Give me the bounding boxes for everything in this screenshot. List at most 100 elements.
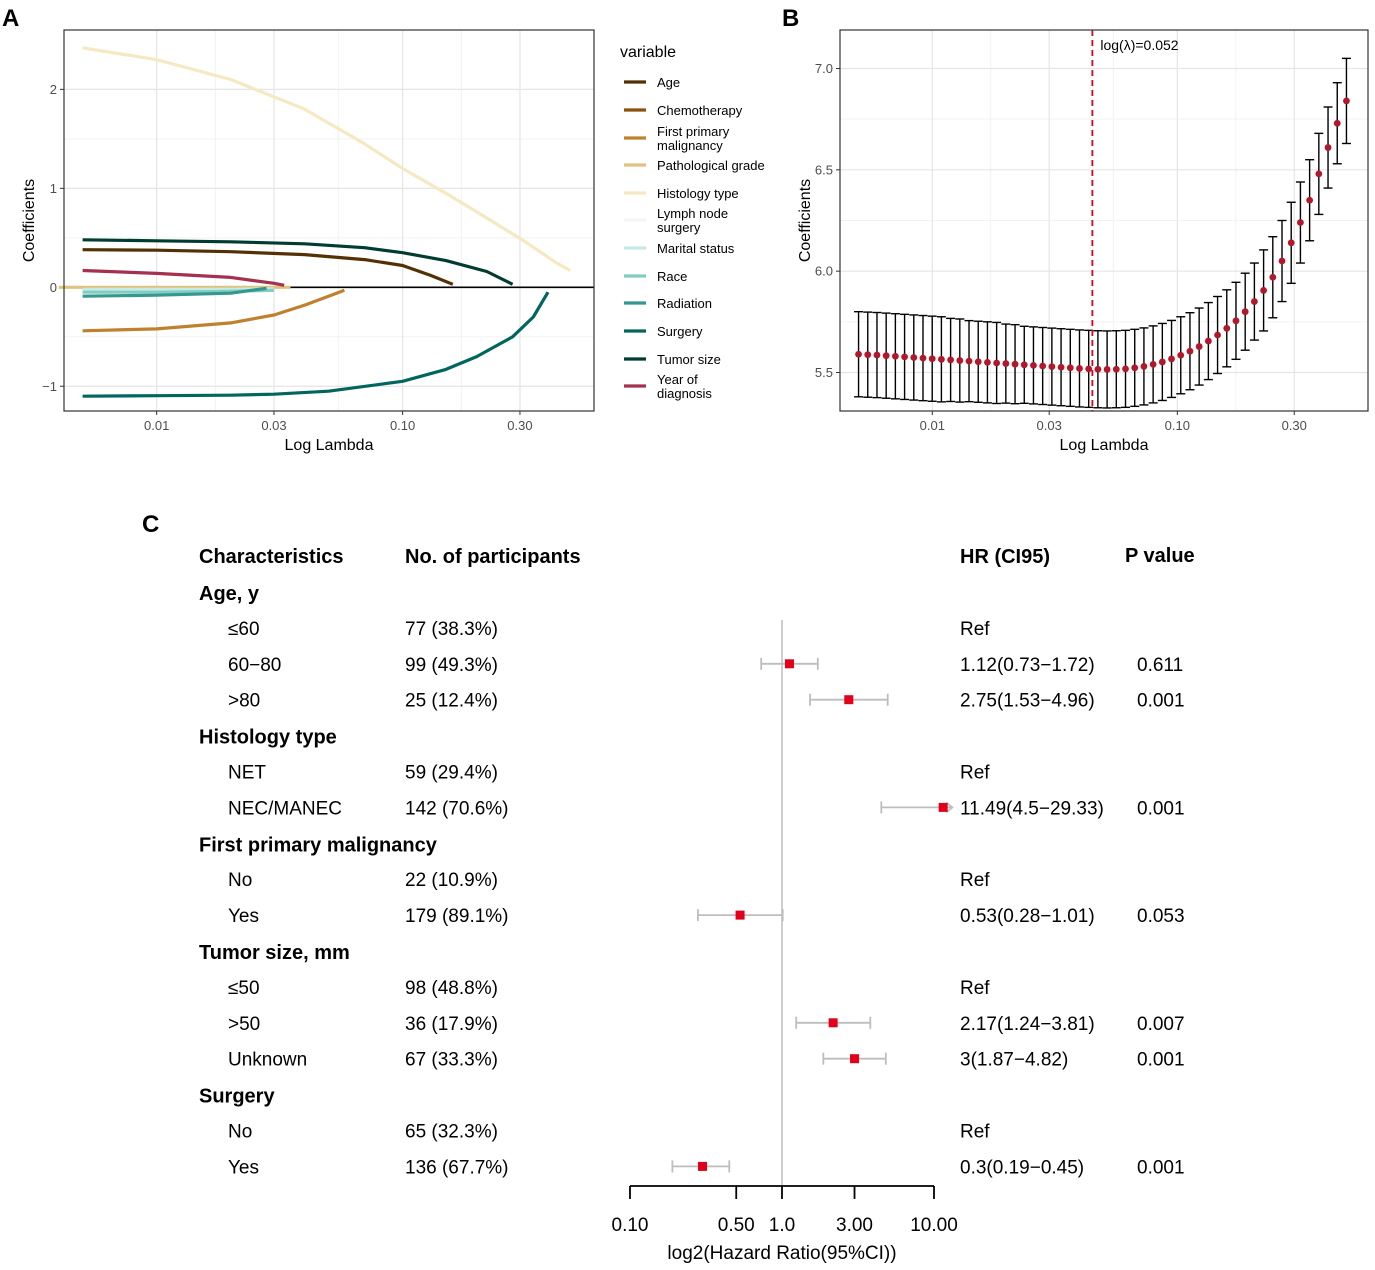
- panel-a-legend-label: Chemotherapy: [657, 103, 743, 118]
- panel-c-p-value-cell: 0.001: [1137, 798, 1185, 819]
- panel-a-frame: [63, 29, 595, 412]
- panel-b-point: [1112, 365, 1120, 373]
- panel-a-legend-label: Histology type: [657, 186, 739, 201]
- panel-b-point: [864, 351, 872, 359]
- panel-c-header-participants: No. of participants: [405, 546, 581, 568]
- panel-c-participants-cell: 99 (49.3%): [405, 655, 498, 676]
- panel-c-x-tick-label: 0.10: [612, 1215, 649, 1236]
- panel-b-point: [1260, 287, 1267, 294]
- panel-a-series-line: [82, 286, 267, 298]
- panel-b-x-tick-label: 0.10: [1165, 418, 1190, 433]
- panel-a-legend-label: First primary malignancy: [657, 124, 730, 153]
- panel-b-point: [891, 352, 899, 360]
- panel-c-subgroup-label: 60−80: [228, 655, 281, 676]
- panel-b-point: [1002, 360, 1010, 367]
- panel-b-y-axis-label: Coefficients: [797, 179, 814, 262]
- panel-b-point: [1158, 358, 1166, 366]
- panel-b-point: [1149, 360, 1157, 368]
- panel-b-point: [974, 358, 982, 366]
- panel-b-point: [1278, 257, 1286, 265]
- panel-a-series-line: [82, 248, 454, 286]
- panel-a-x-tick-label: 0.03: [261, 418, 286, 433]
- panel-c-hr-cell: Ref: [960, 978, 990, 999]
- panel-c-x-tick-label: 0.50: [718, 1215, 755, 1236]
- panel-c-subgroup-label: NET: [228, 763, 266, 784]
- panel-c-p-value-cell: 0.007: [1137, 1014, 1185, 1035]
- panel-a-legend-label: Year of diagnosis: [657, 372, 712, 401]
- panel-b-point: [1232, 317, 1240, 325]
- panel-c-p-value-cell: 0.611: [1137, 655, 1183, 676]
- panel-b-cross-validation-plot: 0.01 0.03 0.10 0.30 5.5 6.0 6.5 7.0 Log Lambda Co…: [797, 29, 1369, 454]
- panel-b-point: [938, 355, 945, 363]
- panel-b-x-axis-label: Log Lambda: [1060, 437, 1149, 454]
- panel-b-point: [1297, 219, 1304, 226]
- panel-b-point: [993, 359, 1001, 367]
- panel-c-header-p-value: P value: [1125, 545, 1195, 567]
- panel-c-subgroup-label: Yes: [228, 906, 259, 927]
- panel-b-point: [1269, 273, 1277, 281]
- panel-c-p-value-cell: 0.001: [1137, 1157, 1185, 1178]
- panel-c-participants-cell: 59 (29.4%): [405, 763, 498, 784]
- panel-b-y-tick-label: 5.5: [815, 365, 833, 380]
- panel-b-point: [965, 357, 973, 365]
- panel-c-participants-cell: 22 (10.9%): [405, 870, 498, 891]
- panel-a-legend-label: Tumor size: [657, 352, 721, 367]
- panel-b-point: [1131, 364, 1139, 372]
- panel-b-point: [1186, 347, 1194, 355]
- panel-b-lambda-label: log(λ)=0.052: [1100, 37, 1178, 53]
- panel-c-hr-cell: 2.17(1.24−3.81): [960, 1014, 1095, 1035]
- panel-c-hr-cell: 3(1.87−4.82): [960, 1050, 1068, 1071]
- panel-c-p-value-cell: 0.001: [1137, 691, 1185, 712]
- panel-c-group-label: Histology type: [199, 727, 337, 749]
- panel-c-participants-cell: 36 (17.9%): [405, 1014, 498, 1035]
- panel-c-hr-point: [850, 1054, 860, 1064]
- panel-a-legend-label: Radiation: [657, 296, 712, 311]
- panel-b-point: [1287, 239, 1295, 247]
- panel-c-subgroup-label: NEC/MANEC: [228, 798, 342, 819]
- panel-c-hr-cell: 1.12(0.73−1.72): [960, 655, 1095, 676]
- panel-b-point: [1039, 362, 1047, 370]
- panel-c-hr-cell: Ref: [960, 619, 990, 640]
- panel-c-p-value-cell: 0.001: [1137, 1050, 1185, 1071]
- panel-a-series-line: [82, 238, 514, 286]
- panel-a-series-line: [82, 46, 571, 272]
- panel-c-participants-cell: 142 (70.6%): [405, 798, 509, 819]
- panel-a-x-tick-label: 0.01: [144, 418, 169, 433]
- panel-a-y-axis-label: Coefficients: [21, 179, 38, 262]
- panel-b-point: [910, 354, 918, 361]
- panel-b-point: [1122, 365, 1129, 373]
- panel-b-x-tick-label: 0.01: [920, 418, 945, 433]
- panel-a-legend-label: Surgery: [657, 324, 703, 339]
- panel-b-point: [1057, 363, 1065, 371]
- panel-a-letter: A: [2, 5, 19, 32]
- panel-a-legend-label: Age: [657, 75, 680, 90]
- panel-c-header-characteristics: Characteristics: [199, 546, 344, 568]
- panel-b-point: [1195, 343, 1203, 350]
- panel-c-x-axis-label: log2(Hazard Ratio(95%CI)): [667, 1243, 896, 1264]
- panel-c-x-tick-label: 3.00: [836, 1215, 873, 1236]
- panel-c-hr-point: [698, 1161, 708, 1171]
- panel-c-ci-arrow: [945, 801, 954, 814]
- panel-b-point: [1250, 298, 1258, 305]
- panel-c-hr-cell: 0.3(0.19−0.45): [960, 1157, 1084, 1178]
- panel-b-y-tick-label: 6.0: [815, 264, 833, 279]
- panel-c-header-hr: HR (CI95): [960, 546, 1050, 568]
- panel-b-frame: [839, 29, 1369, 412]
- panel-c-subgroup-label: ≤60: [228, 619, 260, 640]
- panel-c-hr-cell: Ref: [960, 1122, 990, 1143]
- panel-b-x-tick-label: 0.30: [1282, 418, 1307, 433]
- panel-c-participants-cell: 25 (12.4%): [405, 691, 498, 712]
- panel-b-point: [1177, 351, 1185, 359]
- panel-b-point: [1324, 144, 1332, 151]
- panel-b-point: [919, 354, 927, 362]
- panel-a-series-line: [82, 268, 285, 287]
- panel-b-point: [984, 358, 991, 366]
- panel-c-subgroup-label: >80: [228, 691, 260, 712]
- panel-b-point: [1066, 364, 1074, 372]
- panel-b-point: [1140, 363, 1148, 370]
- panel-c-participants-cell: 179 (89.1%): [405, 906, 509, 927]
- panel-a-series-line: [82, 287, 275, 291]
- panel-c-subgroup-label: Yes: [228, 1157, 259, 1178]
- panel-c-p-value-cell: 0.053: [1137, 906, 1185, 927]
- panel-a-series-line: [82, 288, 345, 333]
